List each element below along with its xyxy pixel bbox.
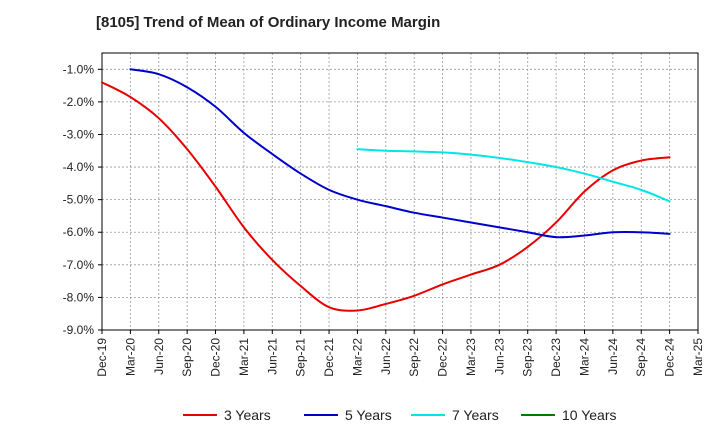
y-tick-label: -6.0% — [63, 225, 95, 239]
x-tick-label: Sep-21 — [294, 338, 308, 377]
legend-label-3-years: 3 Years — [224, 407, 271, 423]
series-lines — [101, 68, 671, 312]
x-tick-label: Jun-20 — [152, 338, 166, 375]
y-tick-label: -2.0% — [63, 95, 95, 109]
x-tick-label: Jun-24 — [606, 338, 620, 375]
x-tick-label: Jun-23 — [492, 338, 506, 375]
x-tick-label: Mar-21 — [237, 338, 251, 376]
series-line-3-years — [101, 81, 671, 312]
x-tick-label: Mar-23 — [464, 338, 478, 376]
legend-label-10-years: 10 Years — [562, 407, 617, 423]
x-tick-label: Mar-22 — [350, 338, 364, 376]
grid-lines — [101, 53, 699, 331]
y-tick-label: -3.0% — [63, 127, 95, 141]
legend: 3 Years 5 Years 7 Years 10 Years — [183, 407, 617, 423]
x-tick-label: Mar-20 — [123, 338, 137, 376]
x-tick-label: Mar-25 — [691, 338, 705, 376]
legend-label-7-years: 7 Years — [452, 407, 499, 423]
plot-frame — [101, 52, 699, 331]
x-tick-label: Sep-24 — [634, 338, 648, 377]
x-tick-label: Sep-20 — [180, 338, 194, 377]
y-tick-label: -8.0% — [63, 290, 95, 304]
x-tick-label: Sep-23 — [521, 338, 535, 377]
x-tick-label: Jun-21 — [265, 338, 279, 375]
series-line-7-years — [356, 148, 671, 203]
x-tick-label: Dec-19 — [95, 338, 109, 377]
x-tick-label: Dec-21 — [322, 338, 336, 377]
y-tick-label: -5.0% — [63, 193, 95, 207]
chart-title: [8105] Trend of Mean of Ordinary Income … — [96, 14, 441, 31]
x-tick-label: Dec-20 — [209, 338, 223, 377]
y-axis: -1.0% -2.0% -3.0% -4.0% -5.0% -6.0% -7.0% -8.0%… — [63, 62, 102, 337]
x-tick-label: Dec-23 — [549, 338, 563, 377]
legend-label-5-years: 5 Years — [345, 407, 392, 423]
y-tick-label: -4.0% — [63, 160, 95, 174]
x-tick-label: Mar-24 — [577, 338, 591, 376]
series-line-5-years — [129, 68, 671, 239]
y-tick-label: -7.0% — [63, 258, 95, 272]
y-tick-label: -1.0% — [63, 62, 95, 76]
x-axis: Dec-19 Mar-20 Jun-20 Sep-20 Dec-20 Mar-21 Jun-… — [95, 330, 705, 377]
x-tick-label: Dec-24 — [663, 338, 677, 377]
x-tick-label: Sep-22 — [407, 338, 421, 377]
y-tick-label: -9.0% — [63, 323, 95, 337]
x-tick-label: Jun-22 — [379, 338, 393, 375]
x-tick-label: Dec-22 — [436, 338, 450, 377]
